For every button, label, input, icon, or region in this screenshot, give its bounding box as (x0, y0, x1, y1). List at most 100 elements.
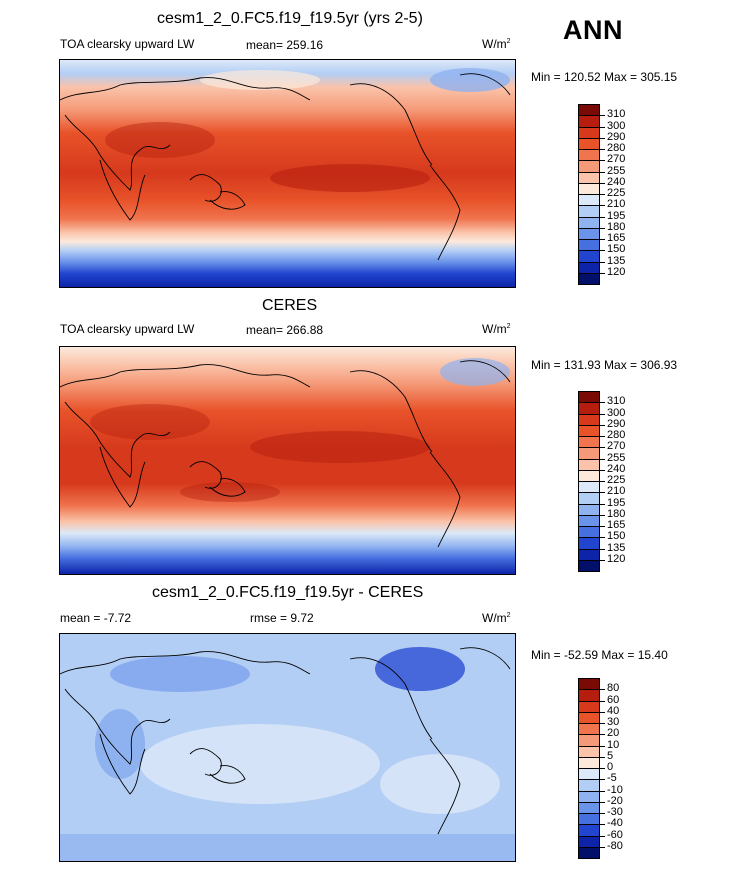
panel-1-map (59, 59, 516, 288)
panel-1-variable: TOA clearsky upward LW (60, 37, 195, 51)
colorbar-label: 180 (607, 507, 626, 520)
colorbar-label: 310 (607, 395, 626, 408)
season-label: ANN (563, 15, 623, 45)
colorbar-tick (600, 801, 605, 803)
colorbar-label: 240 (607, 462, 626, 475)
panel-1-colorbar: 310 300 290 280 270 255 240 225 210 195 180 165 150 1… (578, 104, 658, 285)
colorbar-tick (600, 548, 605, 550)
colorbar-tick (600, 537, 605, 539)
panel-2-map (59, 346, 516, 575)
colorbar-tick (600, 559, 605, 561)
colorbar-label: -60 (607, 828, 623, 841)
colorbar-label: -30 (607, 806, 623, 818)
colorbar-label: 270 (607, 440, 626, 453)
panel-2-title: CERES (262, 297, 318, 314)
colorbar-label: 300 (607, 119, 626, 132)
panel-2-units: W/m2 (482, 322, 511, 336)
colorbar-tick (600, 261, 605, 263)
colorbar-label: -10 (607, 783, 623, 796)
colorbar-tick (600, 481, 605, 482)
colorbar-tick (600, 492, 605, 494)
colorbar-tick (600, 846, 605, 848)
colorbar-label: 270 (607, 153, 626, 166)
colorbar-box (578, 272, 600, 285)
colorbar-tick (600, 723, 605, 724)
colorbar-tick (600, 137, 605, 139)
colorbar-label: 290 (607, 130, 626, 143)
colorbar-tick (600, 239, 605, 240)
colorbar-label: 255 (607, 164, 626, 177)
colorbar-label: 280 (607, 142, 626, 154)
colorbar-label: 20 (607, 727, 620, 740)
colorbar-label: -20 (607, 794, 623, 807)
colorbar-label: 165 (607, 232, 626, 244)
colorbar-tick (600, 115, 605, 117)
colorbar-label: 290 (607, 417, 626, 430)
panel-3-coastlines (60, 647, 511, 835)
colorbar-label: 225 (607, 187, 626, 199)
panel-2-variable: TOA clearsky upward LW (60, 322, 195, 336)
colorbar-label: -5 (607, 772, 617, 785)
colorbar-label: 300 (607, 406, 626, 419)
colorbar-tick (600, 526, 605, 527)
panel-2-mean: mean= 266.88 (246, 323, 324, 337)
colorbar-tick (600, 447, 605, 449)
colorbar-tick (600, 734, 605, 736)
colorbar-tick (600, 182, 605, 184)
colorbar-tick (600, 745, 605, 747)
colorbar-tick (600, 126, 605, 128)
colorbar-label: 255 (607, 451, 626, 464)
colorbar-tick (600, 689, 605, 691)
colorbar-tick (600, 413, 605, 415)
panel-1-units: W/m2 (482, 37, 511, 51)
colorbar-tick (600, 194, 605, 195)
colorbar-tick (600, 149, 605, 150)
colorbar-label: 195 (607, 496, 626, 509)
panel-1-title: cesm1_2_0.FC5.f19_f19.5yr (yrs 2-5) (157, 10, 423, 27)
colorbar-tick (600, 160, 605, 162)
panel-3-colorbar: 80 60 40 30 20 10 5 0 -5 -10 -20 -30 -40 -60 -80 (578, 678, 658, 859)
colorbar-tick (600, 227, 605, 229)
panel-2-minmax: Min = 131.93 Max = 306.93 (531, 358, 678, 372)
panel-3-mean: mean = -7.72 (60, 611, 132, 625)
panel-3-title: cesm1_2_0.FC5.f19_f19.5yr - CERES (152, 584, 424, 601)
colorbar-tick (600, 756, 605, 758)
panel-3-units: W/m2 (482, 611, 511, 625)
panel-2-colorbar: 310 300 290 280 270 255 240 225 210 195 180 165 150 1… (578, 391, 658, 572)
panel-1-map-plot (60, 60, 515, 287)
colorbar-tick (600, 790, 605, 792)
colorbar-tick (600, 711, 605, 713)
colorbar-tick (600, 835, 605, 837)
colorbar-label: 150 (607, 530, 626, 543)
colorbar-label: 165 (607, 519, 626, 531)
colorbar-tick (600, 424, 605, 426)
colorbar-label: 225 (607, 474, 626, 486)
colorbar-tick (600, 458, 605, 460)
colorbar-label: 135 (607, 254, 626, 267)
colorbar-label: 210 (607, 485, 626, 498)
panel-1-coastlines (60, 73, 511, 261)
colorbar-tick (600, 402, 605, 404)
colorbar-label: 210 (607, 198, 626, 211)
colorbar-label: 280 (607, 429, 626, 441)
colorbar-tick (600, 514, 605, 516)
colorbar-label: 80 (607, 682, 620, 695)
colorbar-tick (600, 469, 605, 471)
colorbar-label: 195 (607, 209, 626, 222)
panel-3-map-plot (60, 634, 515, 861)
colorbar-tick (600, 171, 605, 173)
colorbar-label: -40 (607, 817, 623, 830)
colorbar-tick (600, 436, 605, 437)
colorbar-label: 150 (607, 243, 626, 256)
colorbar-tick (600, 216, 605, 218)
colorbar-tick (600, 272, 605, 274)
colorbar-label: 60 (607, 693, 620, 706)
colorbar-tick (600, 768, 605, 769)
colorbar-label: 40 (607, 704, 620, 717)
colorbar-tick (600, 813, 605, 814)
colorbar-tick (600, 503, 605, 505)
colorbar-tick (600, 700, 605, 702)
colorbar-tick (600, 779, 605, 781)
panel-3-rmse: rmse = 9.72 (250, 611, 314, 625)
colorbar-label: 310 (607, 108, 626, 121)
